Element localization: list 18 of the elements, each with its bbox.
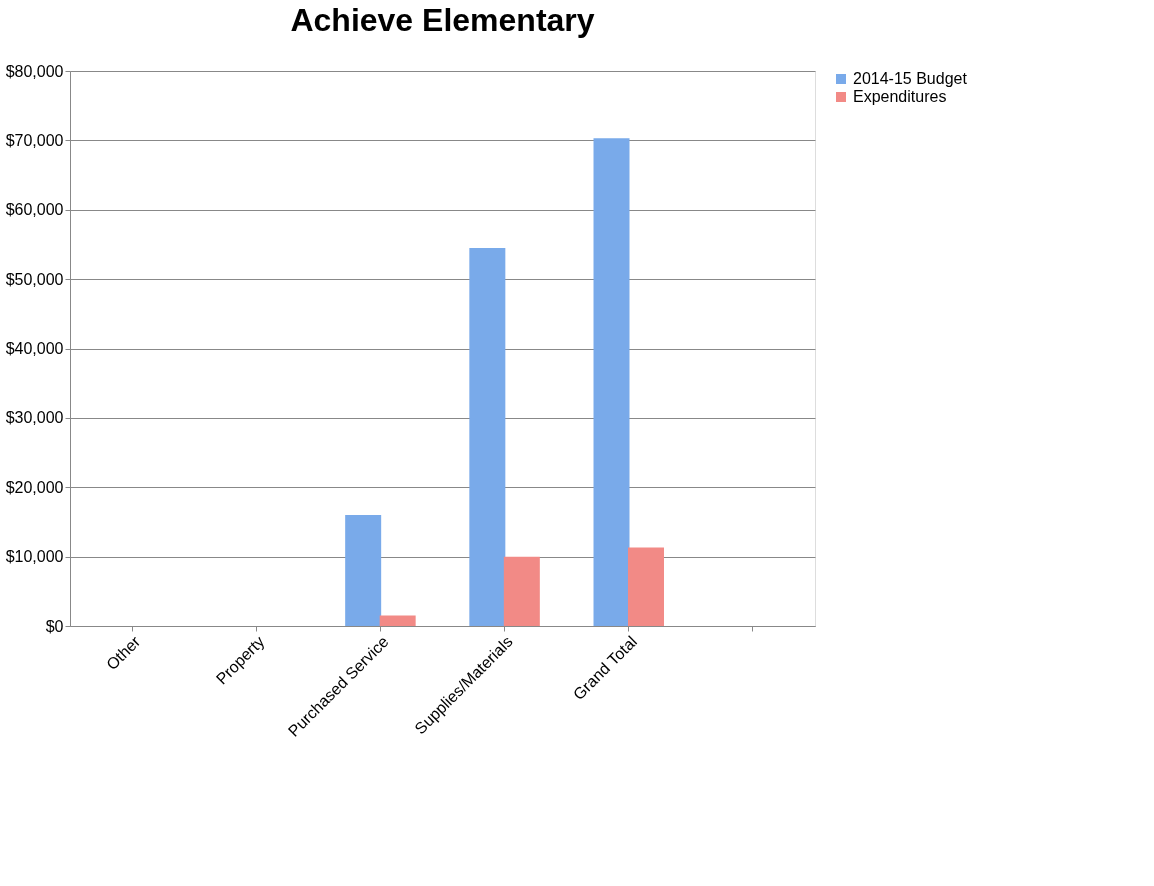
bar — [593, 138, 630, 626]
y-tick-label: $30,000 — [5, 409, 64, 427]
legend-label: 2014-15 Budget — [853, 70, 968, 87]
legend-label: Expenditures — [853, 88, 947, 105]
chart-title: Achieve Elementary — [290, 2, 595, 38]
y-tick-label: $50,000 — [5, 270, 64, 288]
y-tick-label: $80,000 — [5, 62, 64, 80]
bar — [379, 615, 416, 626]
bar — [503, 556, 540, 626]
y-tick-label: $10,000 — [5, 548, 64, 566]
bar — [469, 247, 506, 626]
y-tick-label: $0 — [45, 617, 64, 635]
bar — [628, 547, 664, 626]
y-tick-label: $70,000 — [5, 131, 64, 149]
y-tick-label: $60,000 — [5, 201, 64, 219]
y-tick-label: $40,000 — [5, 340, 64, 357]
y-tick-label: $20,000 — [5, 478, 64, 496]
bar — [345, 515, 382, 626]
